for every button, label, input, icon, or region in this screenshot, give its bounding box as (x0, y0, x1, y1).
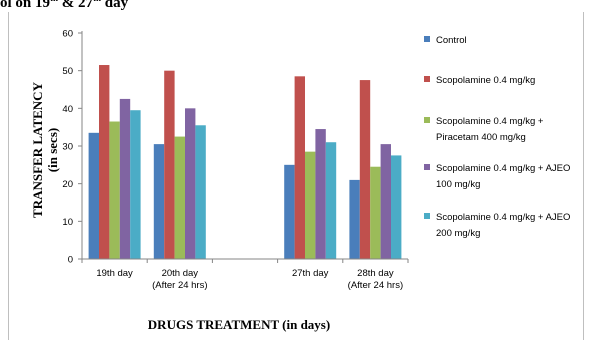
title-text-2: & 27 (58, 0, 94, 11)
bar-ajeo100-cat4 (380, 144, 391, 259)
legend-swatch (424, 36, 430, 42)
legend-label: Scopolamine 0.4 mg/kg + (436, 116, 544, 127)
bar-scopolamine-cat0 (99, 65, 110, 260)
x-axis-title: DRUGS TREATMENT (in days) (148, 317, 330, 332)
legend-label: 200 mg/kg (436, 228, 480, 239)
title-sup-2: th (93, 0, 101, 3)
bars (88, 65, 402, 260)
legend-label: Scopolamine 0.4 mg/kg + AJEO (436, 163, 570, 174)
bar-scopolamine-cat4 (359, 80, 371, 259)
bar-control-cat3 (284, 164, 295, 259)
x-tick-label: 19th day (96, 268, 133, 279)
y-tick-label: 40 (62, 104, 73, 115)
bar-piracetam-cat0 (109, 121, 120, 260)
legend: Control Scopolamine 0.4 mg/kg Scopolamine … (424, 35, 570, 239)
y-tick-label: 50 (62, 66, 73, 77)
legend-swatch (424, 76, 430, 82)
legend-swatch (424, 164, 430, 170)
x-tick-label: 20th day (162, 268, 199, 279)
y-axis-title-line1: TRANSFER LATENCY (30, 81, 45, 218)
title-text-3: day (101, 0, 129, 11)
bar-control-cat0 (88, 132, 99, 259)
bar-ajeo200-cat1 (195, 125, 206, 259)
x-tick-label: 27th day (292, 268, 329, 279)
bar-piracetam-cat1 (174, 136, 185, 259)
legend-label: Piracetam 400 mg/kg (436, 132, 526, 143)
legend-label: Scopolamine 0.4 mg/kg + AJEO (436, 212, 570, 223)
bar-ajeo100-cat3 (315, 129, 326, 259)
legend-label: Scopolamine 0.4 mg/kg (436, 75, 535, 86)
bar-control-cat4 (349, 179, 360, 259)
title-sup-1: th (50, 0, 58, 3)
x-tick-sublabel: (After 24 hrs) (152, 280, 207, 291)
y-tick-label: 0 (68, 255, 73, 266)
y-tick-label: 60 (62, 29, 73, 40)
legend-label: Control (436, 35, 467, 46)
x-tick-label: 28th day (357, 268, 394, 279)
title-text-1: ol on 19 (0, 0, 51, 11)
y-tick-label: 30 (62, 142, 73, 153)
bar-control-cat1 (153, 144, 165, 259)
bar-scopolamine-cat1 (164, 70, 175, 259)
chart-frame (8, 12, 584, 340)
bar-scopolamine-cat3 (294, 76, 305, 259)
y-tick-label: 20 (62, 179, 73, 190)
legend-swatch (424, 117, 430, 123)
y-tick-label: 10 (62, 217, 73, 228)
x-tick-sublabel: (After 24 hrs) (348, 280, 403, 291)
figure-title-fragment: ol on 19th & 27th day (0, 0, 128, 12)
x-axis-ticks: 19th day 20th day(After 24 hrs)27th day 28… (81, 259, 409, 291)
legend-label: 100 mg/kg (436, 179, 480, 190)
y-axis-title: TRANSFER LATENCY (in secs) (30, 81, 60, 218)
legend-swatch (424, 213, 430, 219)
bar-ajeo200-cat0 (130, 110, 141, 259)
bar-piracetam-cat3 (305, 151, 316, 259)
bar-ajeo100-cat1 (185, 108, 196, 259)
bar-ajeo200-cat3 (325, 142, 337, 259)
y-axis-ticks: 0 10 20 30 40 50 60 (62, 29, 82, 266)
y-axis-title-line2: (in secs) (45, 128, 60, 172)
bar-ajeo200-cat4 (391, 155, 402, 259)
x-axis (81, 31, 408, 260)
bar-piracetam-cat4 (370, 166, 381, 259)
bar-ajeo100-cat0 (119, 98, 131, 259)
